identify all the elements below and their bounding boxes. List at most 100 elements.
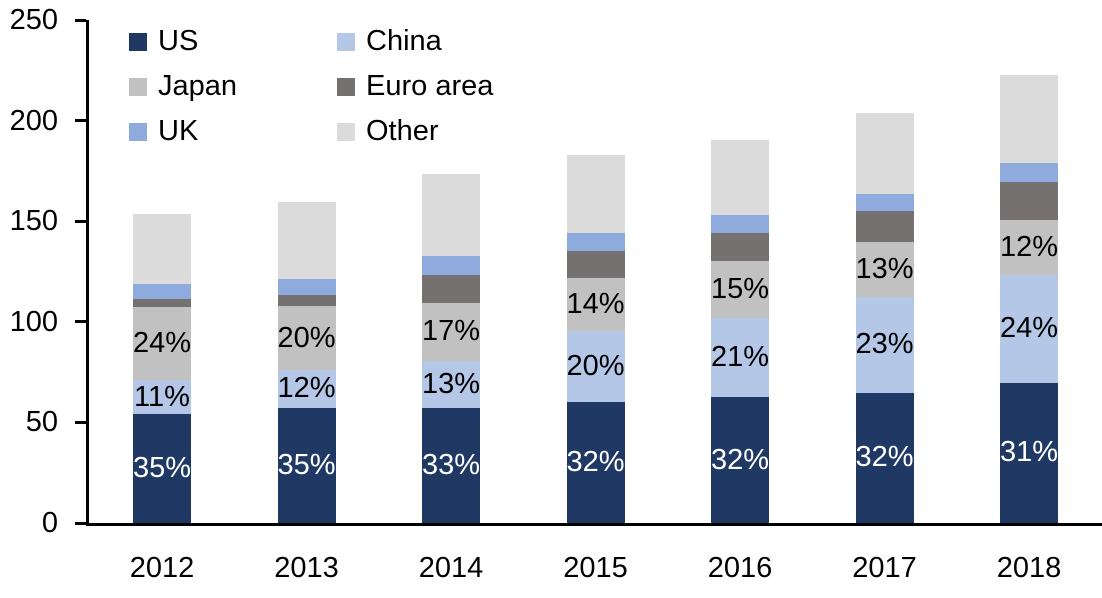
legend-swatch-japan <box>129 77 147 96</box>
bar-segment-uk-2016 <box>711 214 769 233</box>
bar-segment-china-2017: 23% <box>855 297 914 393</box>
x-axis-label-2012: 2012 <box>129 552 195 584</box>
x-axis-label-2018: 2018 <box>996 552 1062 584</box>
bar-label-china-2018: 24% <box>999 312 1059 345</box>
y-axis-tick-label: 100 <box>9 305 58 338</box>
legend-label-euro-area: Euro area <box>366 70 494 102</box>
legend-swatch-uk <box>129 122 147 141</box>
y-axis-tick <box>75 219 86 223</box>
bar-segment-euro-area-2014 <box>422 274 480 303</box>
legend-item-china: China <box>337 27 493 56</box>
bar-segment-uk-2014 <box>422 256 480 275</box>
legend-label-uk: UK <box>158 115 199 147</box>
bar-segment-euro-area-2013 <box>277 295 336 307</box>
bar-segment-us-2013: 35% <box>277 407 336 523</box>
bar-label-us-2016: 32% <box>710 443 770 476</box>
y-axis-tick <box>75 18 86 22</box>
bar-label-japan-2015: 14% <box>566 287 625 320</box>
legend-item-other: Other <box>337 117 493 146</box>
bar-segment-us-2017: 32% <box>855 392 914 523</box>
bar-label-japan-2017: 13% <box>855 253 914 286</box>
bar-segment-japan-2015: 14% <box>566 277 625 332</box>
y-axis-tick <box>75 119 86 123</box>
bar-label-us-2017: 32% <box>855 441 914 474</box>
bar-segment-us-2012: 35% <box>133 414 191 523</box>
bar-segment-uk-2013 <box>277 278 336 296</box>
bar-segment-japan-2012: 24% <box>132 306 192 381</box>
y-axis-line <box>86 20 89 526</box>
bar-segment-japan-2014: 17% <box>421 302 481 362</box>
bar-segment-us-2018: 31% <box>999 382 1059 523</box>
bar-segment-japan-2018: 12% <box>999 219 1059 275</box>
y-axis-tick-label: 50 <box>25 406 58 439</box>
bar-label-japan-2016: 15% <box>710 273 770 305</box>
bar-segment-uk-2012 <box>133 283 191 300</box>
x-axis-line <box>86 523 1102 526</box>
bar-segment-japan-2013: 20% <box>277 306 336 371</box>
bar-segment-other-2014 <box>422 173 480 257</box>
legend-label-japan: Japan <box>158 70 238 102</box>
legend-swatch-euro-area <box>337 77 355 96</box>
legend-item-uk: UK <box>129 117 337 146</box>
bar-segment-euro-area-2016 <box>711 232 769 262</box>
bar-segment-uk-2017 <box>855 194 914 212</box>
bar-segment-other-2013 <box>277 201 336 279</box>
y-axis-tick-label: 0 <box>41 507 58 539</box>
bar-segment-uk-2018 <box>1000 163 1058 182</box>
bar-label-china-2017: 23% <box>855 328 914 361</box>
bar-segment-euro-area-2017 <box>855 211 914 243</box>
x-axis-label-2016: 2016 <box>707 552 773 584</box>
x-axis-label-2015: 2015 <box>563 552 628 584</box>
bar-label-us-2018: 31% <box>999 436 1059 469</box>
bar-segment-uk-2015 <box>566 232 625 252</box>
legend-item-euro-area: Euro area <box>337 72 493 101</box>
bar-label-japan-2013: 20% <box>277 321 336 354</box>
bar-segment-us-2014: 33% <box>421 407 481 523</box>
bar-segment-us-2016: 32% <box>711 397 769 523</box>
bar-segment-china-2015: 20% <box>566 331 625 403</box>
bar-label-china-2012: 11% <box>134 380 190 413</box>
bar-label-japan-2012: 24% <box>132 327 192 360</box>
x-axis-label-2014: 2014 <box>418 552 484 584</box>
bar-segment-japan-2016: 15% <box>711 261 769 318</box>
bar-segment-euro-area-2012 <box>133 299 191 307</box>
bar-label-china-2016: 21% <box>710 341 770 374</box>
legend-item-us: US <box>129 27 337 56</box>
bar-segment-euro-area-2015 <box>566 251 625 278</box>
bar-segment-us-2015: 32% <box>566 402 625 523</box>
bar-label-us-2012: 35% <box>132 452 192 485</box>
bar-segment-other-2016 <box>711 139 769 215</box>
bar-label-china-2013: 12% <box>277 372 336 405</box>
y-axis-tick-label: 150 <box>9 205 58 238</box>
legend-swatch-china <box>337 32 355 51</box>
bar-segment-euro-area-2018 <box>1000 181 1058 220</box>
bar-label-japan-2014: 17% <box>421 315 481 348</box>
legend-item-japan: Japan <box>129 72 337 101</box>
bar-segment-japan-2017: 13% <box>855 242 914 298</box>
bar-label-china-2014: 13% <box>421 367 481 400</box>
bar-label-us-2013: 35% <box>277 448 336 481</box>
bar-segment-china-2013: 12% <box>277 370 336 408</box>
bar-segment-china-2012: 11% <box>133 380 191 415</box>
bar-segment-china-2016: 21% <box>710 317 770 398</box>
legend: US China Japan Euro area UK Other <box>129 19 493 154</box>
bar-label-japan-2018: 12% <box>999 230 1059 263</box>
y-axis-tick <box>75 320 86 324</box>
bar-label-us-2014: 33% <box>421 448 481 481</box>
y-axis-tick <box>75 521 86 525</box>
legend-label-us: US <box>158 25 199 57</box>
y-axis-tick-label: 200 <box>9 104 58 137</box>
x-axis-label-2013: 2013 <box>274 552 339 584</box>
bar-segment-other-2018 <box>1000 74 1058 164</box>
bar-segment-china-2014: 13% <box>421 361 481 408</box>
y-axis-tick-label: 250 <box>9 4 58 36</box>
legend-label-other: Other <box>366 115 439 147</box>
bar-label-china-2015: 20% <box>566 350 625 383</box>
x-axis-label-2017: 2017 <box>852 552 917 584</box>
legend-swatch-us <box>129 32 147 51</box>
bar-segment-other-2015 <box>566 154 625 233</box>
legend-label-china: China <box>366 25 442 57</box>
y-axis-tick <box>75 420 86 424</box>
bar-segment-other-2012 <box>133 213 191 284</box>
